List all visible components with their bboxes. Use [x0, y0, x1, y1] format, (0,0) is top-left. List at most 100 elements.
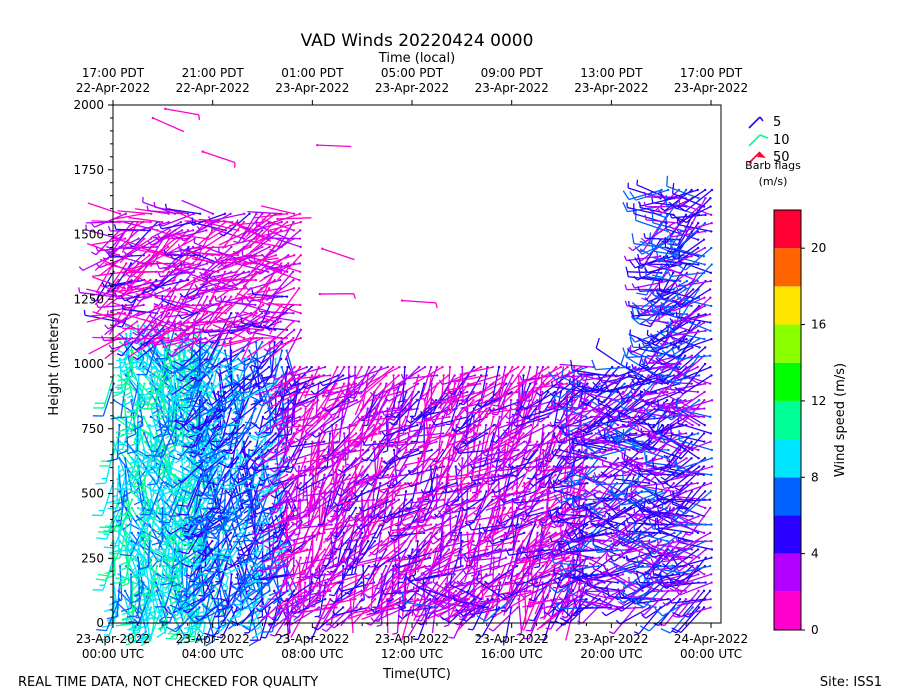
barb-feather: [117, 499, 128, 505]
barb-shaft: [119, 524, 128, 559]
barb-feather: [145, 403, 156, 406]
barb-half-feather: [152, 467, 158, 470]
barb-half-feather: [129, 461, 135, 465]
barb-half-feather: [214, 256, 218, 262]
wind-barb: [92, 382, 115, 417]
barb-half-feather: [255, 625, 261, 631]
barb-feather: [118, 582, 130, 588]
barb-shaft: [87, 202, 121, 215]
barb-feather: [95, 578, 107, 582]
barb-shaft: [126, 516, 133, 551]
wind-barb: [106, 423, 121, 463]
barb-half-feather: [206, 366, 212, 369]
barb-half-feather: [269, 508, 276, 511]
barb-feather: [112, 392, 123, 398]
barb-half-feather: [121, 494, 128, 498]
barb-half-feather: [134, 544, 140, 547]
barb-feather: [117, 450, 129, 455]
barb-feather: [128, 621, 139, 624]
barb-feather: [165, 535, 176, 538]
barb-feather: [114, 386, 126, 389]
barb-feather: [115, 473, 126, 481]
top-axis-label: Time (local): [378, 51, 455, 66]
barb-feather: [101, 624, 113, 629]
barb-feather: [232, 540, 244, 543]
barb-half-feather: [218, 232, 225, 237]
barb-feather: [125, 640, 136, 646]
barb-feather: [238, 391, 250, 394]
barb-feather: [184, 441, 195, 445]
barb-shaft: [124, 599, 135, 633]
barb-shaft: [124, 590, 142, 622]
barb-shaft: [117, 210, 152, 215]
wind-barb: [181, 199, 215, 215]
barb-shaft: [267, 304, 294, 329]
barb-feather: [201, 391, 212, 394]
barb-feather: [196, 480, 207, 483]
barb-half-feather: [264, 487, 271, 491]
barb-feather: [212, 511, 223, 515]
barb-shaft: [131, 507, 150, 538]
barb-feather: [106, 458, 118, 463]
barb-half-feather: [224, 438, 230, 441]
barb-half-feather: [103, 533, 109, 536]
barb-feather: [95, 482, 106, 485]
barb-feather: [111, 599, 123, 605]
barb-feather: [144, 407, 155, 410]
barb-feather: [157, 574, 161, 586]
barb-layer: [78, 107, 714, 647]
barb-feather: [125, 366, 137, 369]
barb-feather: [127, 628, 138, 632]
barb-feather: [118, 577, 129, 583]
barb-feather: [165, 637, 177, 640]
barb-feather: [117, 549, 128, 553]
wind-barb: [112, 415, 134, 451]
barb-feather: [224, 576, 229, 588]
barb-half-feather: [116, 325, 123, 328]
barb-half-feather: [104, 324, 109, 330]
barb-feather: [125, 635, 136, 641]
wind-barb: [112, 357, 124, 398]
barb-feather: [114, 581, 125, 584]
barb-feather: [156, 631, 166, 639]
barb-half-feather: [195, 623, 201, 626]
barb-shaft: [102, 383, 115, 417]
barb-half-feather: [167, 552, 173, 555]
barb-shaft: [247, 210, 282, 215]
barb-feather: [112, 508, 123, 514]
barb-half-feather: [233, 240, 239, 244]
barb-half-feather: [205, 421, 211, 424]
barb-half-feather: [167, 420, 173, 423]
barb-half-feather: [115, 519, 122, 522]
barb-feather: [106, 615, 118, 620]
barb-half-feather: [190, 436, 196, 439]
barb-half-feather: [91, 251, 97, 256]
barb-feather: [108, 549, 120, 554]
barb-half-feather: [149, 311, 152, 317]
barb-shaft: [118, 499, 133, 532]
barb-half-feather: [214, 295, 217, 301]
barb-feather: [244, 535, 253, 544]
barb-half-feather: [189, 478, 195, 482]
barb-half-feather: [255, 219, 258, 225]
barb-feather: [96, 537, 107, 540]
wind-barb: [93, 374, 115, 409]
barb-shaft: [124, 458, 133, 492]
barb-feather: [120, 511, 131, 517]
barb-feather: [109, 529, 120, 532]
barb-feather: [214, 615, 225, 618]
barb-half-feather: [106, 310, 109, 316]
barb-feather: [184, 397, 195, 400]
barb-half-feather: [130, 567, 136, 573]
barb-feather: [110, 416, 121, 420]
barb-half-feather: [134, 624, 140, 627]
barb-feather: [118, 566, 130, 572]
barb-half-feather: [116, 387, 123, 391]
barb-feather: [106, 499, 118, 504]
barb-feather: [97, 573, 109, 577]
barb-shaft: [185, 566, 188, 601]
barb-feather: [121, 432, 132, 436]
barb-half-feather: [126, 299, 132, 304]
wind-barb: [117, 515, 134, 553]
barb-half-feather: [203, 358, 209, 361]
